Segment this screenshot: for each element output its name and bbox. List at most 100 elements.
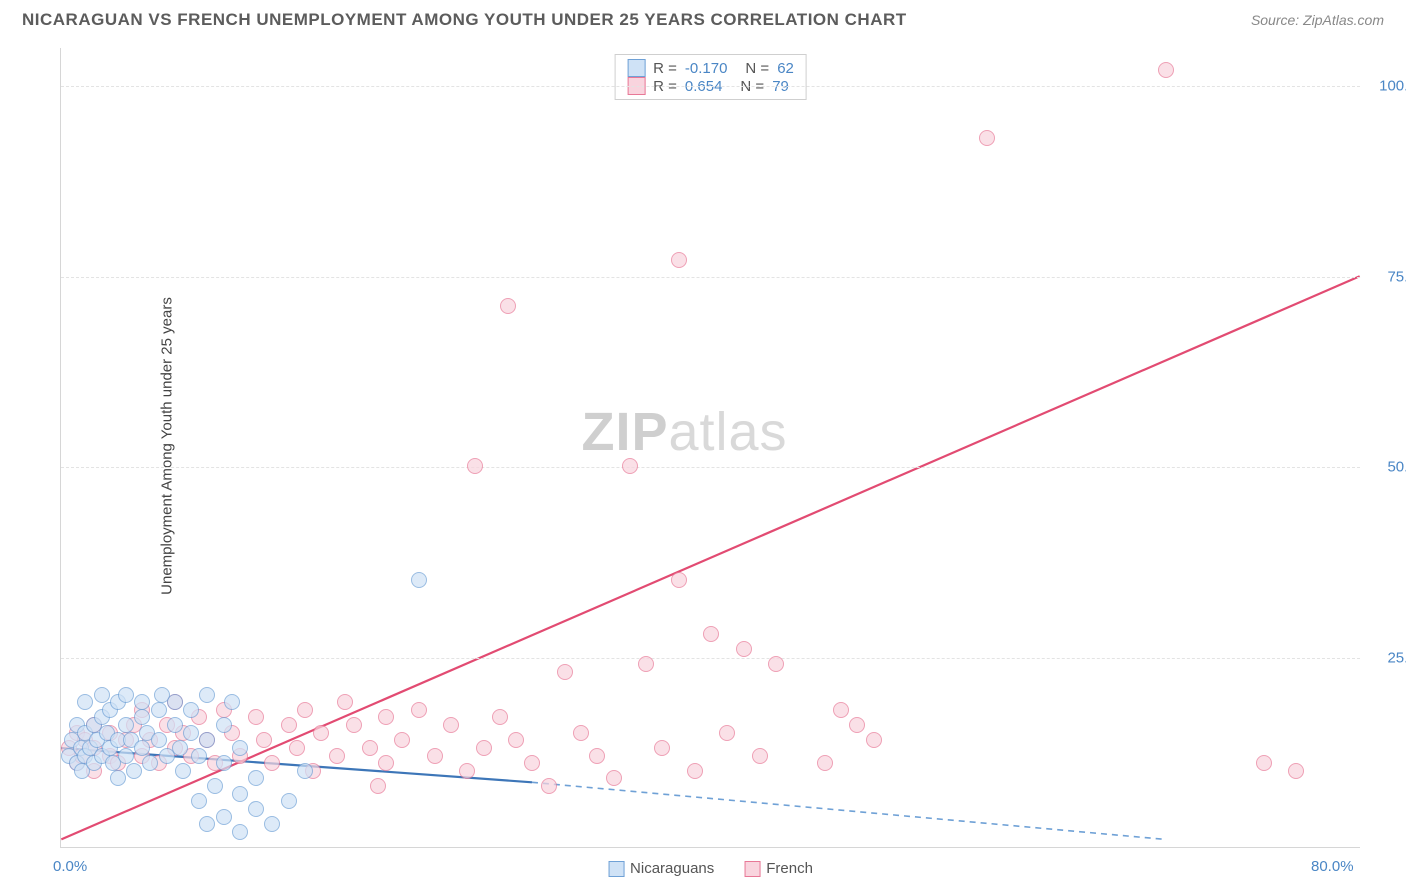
data-point [378, 755, 394, 771]
stat-n-label: N = [745, 60, 769, 77]
data-point [866, 732, 882, 748]
data-point [500, 298, 516, 314]
data-point [671, 252, 687, 268]
data-point [232, 740, 248, 756]
data-point [224, 694, 240, 710]
gridline [61, 86, 1360, 87]
data-point [508, 732, 524, 748]
stat-r-label: R = [653, 60, 677, 77]
data-point [232, 786, 248, 802]
data-point [370, 778, 386, 794]
data-point [199, 687, 215, 703]
y-tick-label: 100.0% [1370, 78, 1406, 95]
y-tick-label: 75.0% [1370, 268, 1406, 285]
data-point [752, 748, 768, 764]
regression-lines [61, 48, 1360, 847]
data-point [476, 740, 492, 756]
data-point [118, 717, 134, 733]
data-point [541, 778, 557, 794]
chart-title: NICARAGUAN VS FRENCH UNEMPLOYMENT AMONG … [22, 10, 907, 30]
data-point [394, 732, 410, 748]
data-point [736, 641, 752, 657]
data-point [849, 717, 865, 733]
data-point [126, 763, 142, 779]
data-point [1288, 763, 1304, 779]
data-point [134, 740, 150, 756]
data-point [313, 725, 329, 741]
data-point [134, 709, 150, 725]
data-point [94, 687, 110, 703]
data-point [443, 717, 459, 733]
data-point [264, 755, 280, 771]
data-point [606, 770, 622, 786]
data-point [411, 702, 427, 718]
data-point [110, 770, 126, 786]
data-point [167, 694, 183, 710]
data-point [833, 702, 849, 718]
data-point [362, 740, 378, 756]
legend-swatch [608, 861, 624, 877]
legend-item: French [744, 860, 813, 877]
legend: Nicaraguans French [608, 860, 813, 877]
data-point [281, 793, 297, 809]
data-point [248, 709, 264, 725]
data-point [199, 816, 215, 832]
x-tick-label: 0.0% [53, 858, 87, 875]
stat-n-value: 62 [777, 60, 794, 77]
data-point [589, 748, 605, 764]
stat-r-value: -0.170 [685, 60, 728, 77]
data-point [378, 709, 394, 725]
data-point [248, 770, 264, 786]
data-point [524, 755, 540, 771]
correlation-stats-box: R =-0.170N =62R =0.654N =79 [614, 54, 807, 100]
data-point [216, 809, 232, 825]
data-point [427, 748, 443, 764]
data-point [256, 732, 272, 748]
stat-swatch [627, 59, 645, 77]
data-point [167, 717, 183, 733]
watermark: ZIPatlas [581, 401, 787, 463]
data-point [142, 755, 158, 771]
data-point [492, 709, 508, 725]
data-point [703, 626, 719, 642]
data-point [329, 748, 345, 764]
data-point [1158, 62, 1174, 78]
stat-row: R = -0.170 N = 62 [627, 59, 794, 77]
header: NICARAGUAN VS FRENCH UNEMPLOYMENT AMONG … [0, 0, 1406, 36]
data-point [337, 694, 353, 710]
data-point [671, 572, 687, 588]
data-point [207, 778, 223, 794]
data-point [289, 740, 305, 756]
data-point [183, 725, 199, 741]
y-tick-label: 25.0% [1370, 649, 1406, 666]
data-point [687, 763, 703, 779]
data-point [346, 717, 362, 733]
data-point [172, 740, 188, 756]
data-point [411, 572, 427, 588]
data-point [467, 458, 483, 474]
legend-label: Nicaraguans [630, 860, 714, 877]
y-tick-label: 50.0% [1370, 459, 1406, 476]
data-point [1256, 755, 1272, 771]
source-label: Source: ZipAtlas.com [1251, 12, 1384, 28]
data-point [183, 702, 199, 718]
legend-swatch [744, 861, 760, 877]
data-point [638, 656, 654, 672]
data-point [175, 763, 191, 779]
gridline [61, 658, 1360, 659]
data-point [281, 717, 297, 733]
data-point [77, 694, 93, 710]
legend-item: Nicaraguans [608, 860, 714, 877]
data-point [151, 732, 167, 748]
data-point [817, 755, 833, 771]
scatter-chart: ZIPatlas R =-0.170N =62R =0.654N =79 Nic… [60, 48, 1360, 848]
gridline [61, 277, 1360, 278]
data-point [573, 725, 589, 741]
data-point [248, 801, 264, 817]
data-point [719, 725, 735, 741]
data-point [297, 763, 313, 779]
data-point [216, 755, 232, 771]
data-point [134, 694, 150, 710]
gridline [61, 467, 1360, 468]
data-point [557, 664, 573, 680]
